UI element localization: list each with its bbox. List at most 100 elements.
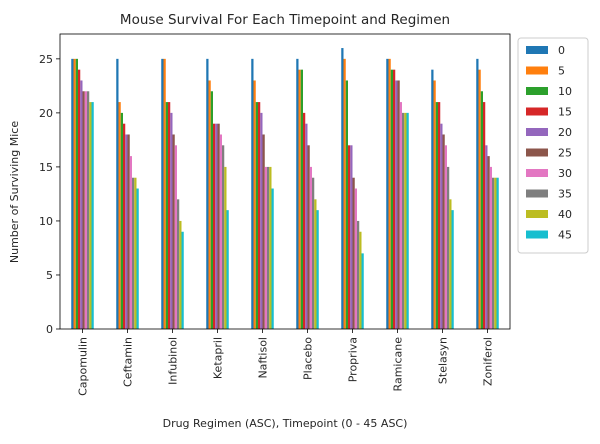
- bar-stelasyn-t40: [449, 199, 452, 329]
- bar-zoniferol-t25: [487, 156, 490, 329]
- bar-ceftamin-t30: [129, 156, 132, 329]
- bar-naftisol-t5: [253, 80, 256, 329]
- legend-swatch-40: [526, 210, 548, 218]
- legend-label-35: 35: [558, 188, 572, 201]
- bar-capomulin-t45: [91, 102, 94, 329]
- bar-infubinol-t5: [163, 58, 166, 329]
- bar-stelasyn-t5: [433, 80, 436, 329]
- legend-swatch-35: [526, 189, 548, 198]
- bar-ramicane-t5: [388, 58, 391, 329]
- plot-frame: [59, 33, 511, 330]
- bar-infubinol-t20: [170, 112, 173, 329]
- bar-infubinol-t10: [165, 102, 168, 329]
- bar-ramicane-t25: [397, 80, 400, 329]
- bar-stelasyn-t35: [447, 166, 450, 329]
- bar-placebo-t15: [303, 112, 306, 329]
- bar-ceftamin-t35: [132, 177, 135, 329]
- y-tick-label: 15: [39, 161, 53, 174]
- bar-ketapril-t40: [224, 166, 227, 329]
- y-axis-label: Number of Surviving Mice: [8, 121, 21, 263]
- bar-propriva-t20: [350, 145, 353, 329]
- bar-ketapril-t0: [206, 58, 209, 329]
- bar-zoniferol-t0: [476, 58, 479, 329]
- x-tick-label-stelasyn: Stelasyn: [437, 337, 450, 384]
- legend-label-45: 45: [558, 229, 572, 242]
- bar-placebo-t5: [298, 69, 301, 329]
- bar-ramicane-t0: [386, 58, 389, 329]
- chart-title: Mouse Survival For Each Timepoint and Re…: [120, 12, 450, 28]
- bar-stelasyn-t25: [442, 134, 445, 329]
- bar-zoniferol-t15: [483, 102, 486, 329]
- legend-swatch-45: [526, 230, 548, 239]
- bar-propriva-t30: [354, 188, 357, 329]
- x-tick-label-capomulin: Capomulin: [77, 337, 90, 396]
- bar-capomulin-t30: [84, 91, 87, 330]
- legend-swatch-30: [526, 169, 548, 177]
- bar-zoniferol-t20: [485, 145, 488, 329]
- bar-infubinol-t45: [181, 231, 184, 329]
- legend-label-5: 5: [558, 65, 565, 78]
- bar-capomulin-t35: [87, 91, 90, 330]
- x-tick-label-ramicane: Ramicane: [392, 337, 405, 392]
- bar-zoniferol-t35: [492, 177, 495, 329]
- bar-capomulin-t0: [71, 58, 74, 329]
- legend-swatch-10: [526, 87, 548, 95]
- bar-naftisol-t10: [255, 102, 258, 329]
- bar-naftisol-t25: [262, 134, 265, 329]
- bar-ramicane-t10: [390, 69, 393, 329]
- x-axis-ticks: Capomulin Ceftamin Infubinol Ketapril Naftis…: [77, 329, 495, 396]
- bar-propriva-t25: [352, 177, 355, 329]
- legend: 0 5 10 15 20 25 30 35 40 45: [517, 37, 589, 254]
- bar-naftisol-t45: [271, 188, 274, 329]
- bar-naftisol-t20: [260, 112, 263, 329]
- bar-infubinol-t15: [168, 102, 171, 329]
- y-axis-ticks: 0 5 10 15 20 25: [39, 53, 60, 336]
- x-tick-label-naftisol: Naftisol: [257, 337, 270, 379]
- y-tick-label: 10: [39, 215, 53, 228]
- bar-ketapril-t15: [213, 123, 216, 329]
- bar-placebo-t30: [309, 166, 312, 329]
- bar-placebo-t25: [307, 145, 310, 329]
- bar-propriva-t10: [345, 80, 348, 329]
- bar-propriva-t35: [357, 220, 360, 329]
- bar-ketapril-t45: [226, 210, 229, 329]
- bars-group: [71, 48, 499, 330]
- bar-ramicane-t15: [393, 69, 396, 329]
- legend-swatch-15: [526, 107, 548, 116]
- bar-naftisol-t40: [269, 166, 272, 329]
- bar-ramicane-t20: [395, 80, 398, 329]
- bar-ketapril-t35: [222, 145, 225, 329]
- bar-capomulin-t15: [78, 69, 81, 329]
- legend-label-0: 0: [558, 44, 565, 57]
- legend-swatch-0: [526, 46, 548, 54]
- bar-zoniferol-t10: [480, 91, 483, 330]
- bar-propriva-t0: [341, 48, 344, 330]
- x-tick-label-zoniferol: Zoniferol: [482, 337, 495, 386]
- bar-stelasyn-t45: [451, 210, 454, 329]
- x-axis-label: Drug Regimen (ASC), Timepoint (0 - 45 AS…: [163, 417, 408, 430]
- bar-placebo-t35: [312, 177, 315, 329]
- bar-zoniferol-t40: [494, 177, 497, 329]
- legend-swatch-5: [526, 66, 548, 75]
- bar-capomulin-t40: [89, 102, 92, 329]
- legend-label-40: 40: [558, 208, 572, 221]
- bar-infubinol-t35: [177, 199, 180, 329]
- y-tick-label: 5: [46, 269, 53, 282]
- bar-placebo-t10: [300, 69, 303, 329]
- bar-ramicane-t40: [404, 112, 407, 329]
- bar-ketapril-t20: [215, 123, 218, 329]
- bar-capomulin-t20: [80, 80, 83, 329]
- bar-capomulin-t10: [75, 58, 78, 329]
- bar-infubinol-t25: [172, 134, 175, 329]
- x-tick-label-infubinol: Infubinol: [167, 337, 180, 385]
- bar-ketapril-t10: [210, 91, 213, 330]
- bar-stelasyn-t20: [440, 123, 443, 329]
- bar-ceftamin-t45: [136, 188, 139, 329]
- legend-swatch-25: [526, 148, 548, 157]
- bar-ramicane-t35: [402, 112, 405, 329]
- legend-label-25: 25: [558, 147, 572, 160]
- bar-stelasyn-t15: [438, 102, 441, 329]
- bar-capomulin-t25: [82, 91, 85, 330]
